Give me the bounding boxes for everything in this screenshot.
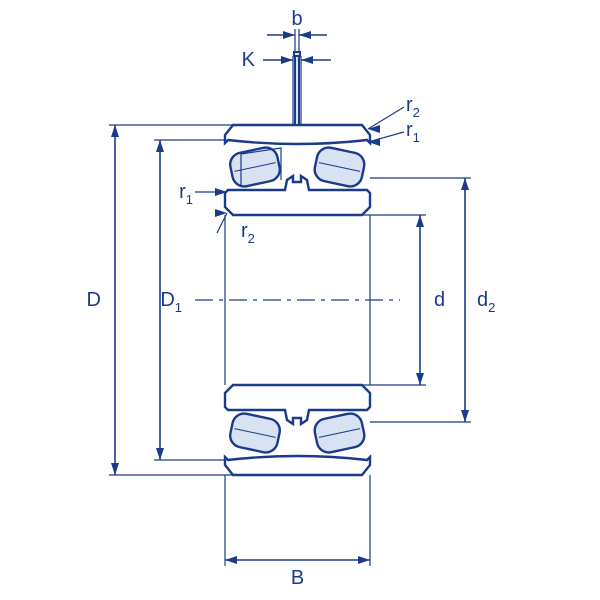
label-d2: d2	[477, 289, 495, 315]
label-r2-inner: r2	[241, 220, 255, 246]
label-r1-outer: r1	[406, 119, 420, 145]
label-K: K	[242, 49, 256, 71]
bearing-diagram: DD1dd2BbKr2r1r1r2	[0, 0, 600, 600]
label-B: B	[291, 567, 304, 589]
label-d: d	[434, 289, 445, 311]
label-r1-inner: r1	[179, 181, 193, 207]
label-b: b	[291, 8, 302, 30]
label-D: D	[87, 289, 101, 311]
label-r2-outer: r2	[406, 94, 420, 120]
label-D1: D1	[160, 289, 182, 315]
